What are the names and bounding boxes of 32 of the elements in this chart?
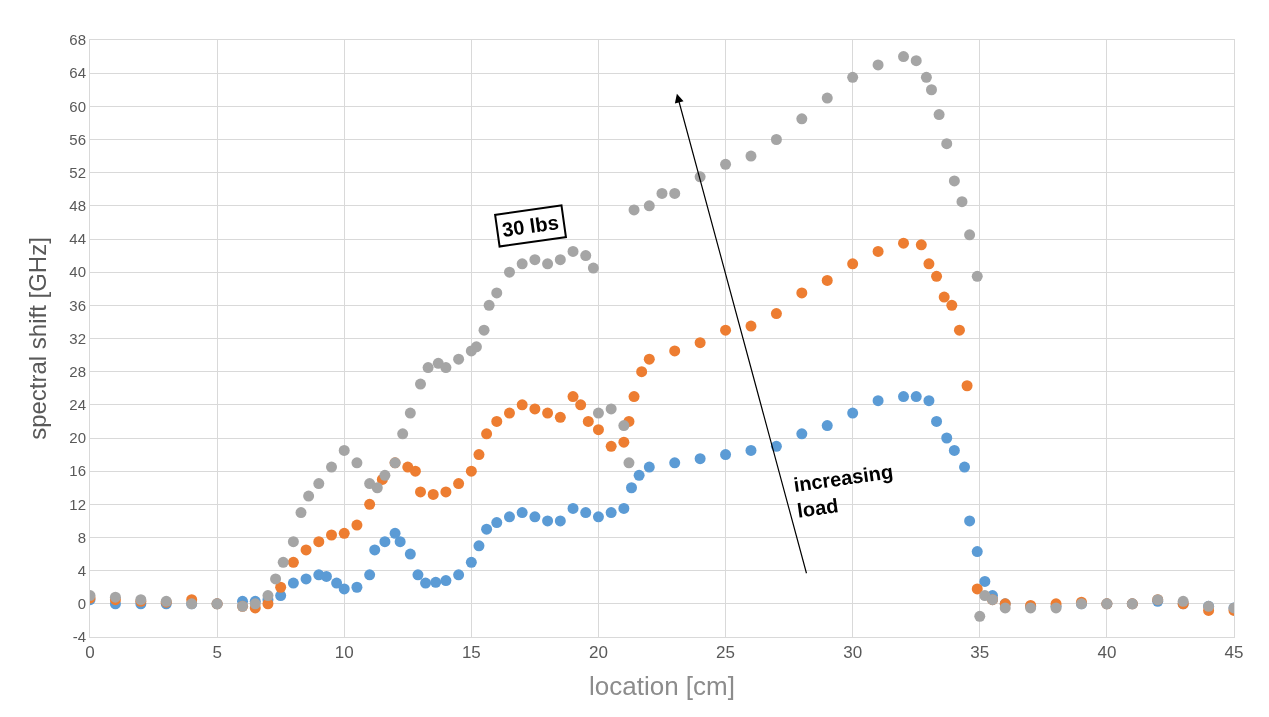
y-tick-label: 36 <box>69 296 86 314</box>
x-tick-label: 25 <box>716 643 736 663</box>
y-tick-label: 20 <box>69 429 86 447</box>
y-tick-label: 16 <box>69 462 86 480</box>
x-tick-label: 40 <box>1097 643 1117 663</box>
y-tick-label: 64 <box>69 64 86 82</box>
x-tick-label: 30 <box>843 643 863 663</box>
y-tick-label: 40 <box>69 263 86 281</box>
x-axis-title: location [cm] <box>589 671 735 702</box>
y-tick-label: 48 <box>69 197 86 215</box>
x-tick-label: 20 <box>588 643 608 663</box>
y-tick-label: 60 <box>69 97 86 115</box>
y-tick-label: 28 <box>69 362 86 380</box>
x-tick-label: 45 <box>1224 643 1244 663</box>
y-tick-label: -4 <box>72 628 86 646</box>
y-tick-label: 44 <box>69 230 86 248</box>
y-tick-label: 68 <box>69 31 86 49</box>
annotation: 30 lbs <box>500 211 560 241</box>
x-tick-label: 15 <box>461 643 481 663</box>
y-axis-title: spectral shift [GHz] <box>24 237 52 440</box>
x-tick-label: 5 <box>212 643 222 663</box>
y-tick-label: 4 <box>77 561 86 579</box>
y-tick-label: 0 <box>77 595 86 613</box>
y-tick-label: 8 <box>77 528 86 546</box>
x-tick-label: 35 <box>970 643 990 663</box>
y-tick-label: 56 <box>69 130 86 148</box>
y-tick-label: 12 <box>69 495 86 513</box>
x-tick-label: 10 <box>334 643 354 663</box>
y-tick-label: 52 <box>69 163 86 181</box>
annotation: increasing load <box>792 460 895 522</box>
y-tick-label: 32 <box>69 329 86 347</box>
y-tick-label: 24 <box>69 396 86 414</box>
